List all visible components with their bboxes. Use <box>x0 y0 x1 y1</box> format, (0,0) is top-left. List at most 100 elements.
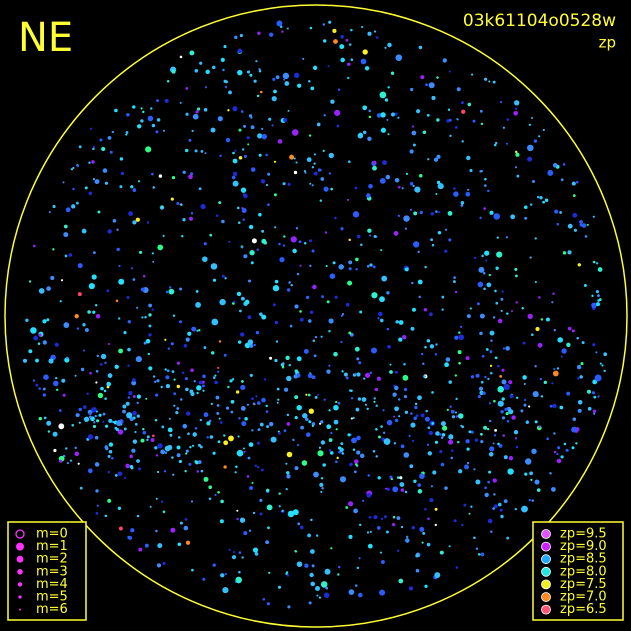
star <box>384 515 387 519</box>
star <box>181 235 184 238</box>
star <box>355 268 358 271</box>
star <box>449 118 452 122</box>
star <box>509 394 514 399</box>
star <box>89 415 92 419</box>
star <box>216 412 220 415</box>
star <box>328 449 332 452</box>
star <box>167 427 173 433</box>
star <box>404 227 407 230</box>
star <box>310 86 315 91</box>
star <box>292 248 297 254</box>
star <box>239 34 243 37</box>
star <box>125 133 128 136</box>
star <box>394 385 399 391</box>
star <box>349 462 353 467</box>
star <box>505 236 508 239</box>
star <box>354 459 359 464</box>
star <box>475 479 481 485</box>
star <box>430 212 434 216</box>
star <box>128 391 133 396</box>
star <box>427 443 430 446</box>
star <box>286 451 293 458</box>
star <box>494 289 497 293</box>
star <box>232 151 235 155</box>
star <box>255 395 258 398</box>
star <box>83 405 87 409</box>
star <box>563 442 567 446</box>
star <box>128 211 133 216</box>
star <box>322 463 326 467</box>
star <box>170 197 174 201</box>
star <box>556 453 559 456</box>
star <box>58 423 65 430</box>
star <box>216 214 219 217</box>
star <box>107 471 110 474</box>
star <box>355 257 359 262</box>
star <box>46 286 51 291</box>
star <box>428 430 433 436</box>
star <box>42 393 47 397</box>
star <box>53 448 57 453</box>
star <box>387 133 390 136</box>
star <box>257 401 261 405</box>
star <box>489 452 494 457</box>
star <box>151 123 156 128</box>
star <box>503 499 508 504</box>
star <box>484 250 490 256</box>
star <box>480 552 485 557</box>
star <box>111 130 114 134</box>
star <box>152 186 155 189</box>
star <box>307 533 311 538</box>
star <box>168 417 171 420</box>
star <box>316 594 319 597</box>
star <box>148 333 152 337</box>
magnitude-label: m=4 <box>36 577 68 592</box>
star <box>25 318 29 322</box>
star <box>442 58 447 63</box>
star <box>151 172 154 176</box>
star <box>522 375 527 380</box>
star <box>183 344 188 348</box>
star <box>328 318 334 324</box>
star <box>534 237 537 240</box>
star <box>340 340 343 343</box>
star <box>266 602 270 606</box>
star <box>592 409 597 413</box>
star <box>323 39 327 43</box>
star <box>540 318 544 321</box>
star <box>427 114 430 117</box>
star <box>212 65 216 70</box>
star <box>247 339 254 345</box>
star <box>145 146 152 153</box>
star <box>453 187 456 190</box>
star <box>515 445 519 449</box>
star <box>366 531 370 534</box>
star <box>496 236 499 239</box>
star <box>253 547 258 553</box>
star <box>114 426 118 430</box>
star <box>62 393 66 397</box>
star <box>170 342 174 346</box>
star <box>221 274 225 278</box>
star <box>109 150 113 154</box>
star <box>202 384 205 388</box>
star <box>455 566 459 569</box>
star <box>88 412 92 416</box>
star <box>380 249 383 252</box>
star <box>240 406 246 411</box>
star <box>210 127 216 133</box>
star <box>458 331 461 334</box>
star <box>223 434 226 437</box>
star <box>218 417 221 420</box>
star <box>246 136 250 140</box>
star <box>348 534 353 539</box>
star <box>527 156 532 162</box>
star <box>294 550 297 553</box>
star <box>218 340 222 343</box>
star <box>91 407 97 413</box>
star <box>488 273 491 277</box>
star <box>500 101 502 104</box>
star <box>169 286 172 289</box>
star <box>117 429 124 435</box>
star <box>217 366 220 369</box>
